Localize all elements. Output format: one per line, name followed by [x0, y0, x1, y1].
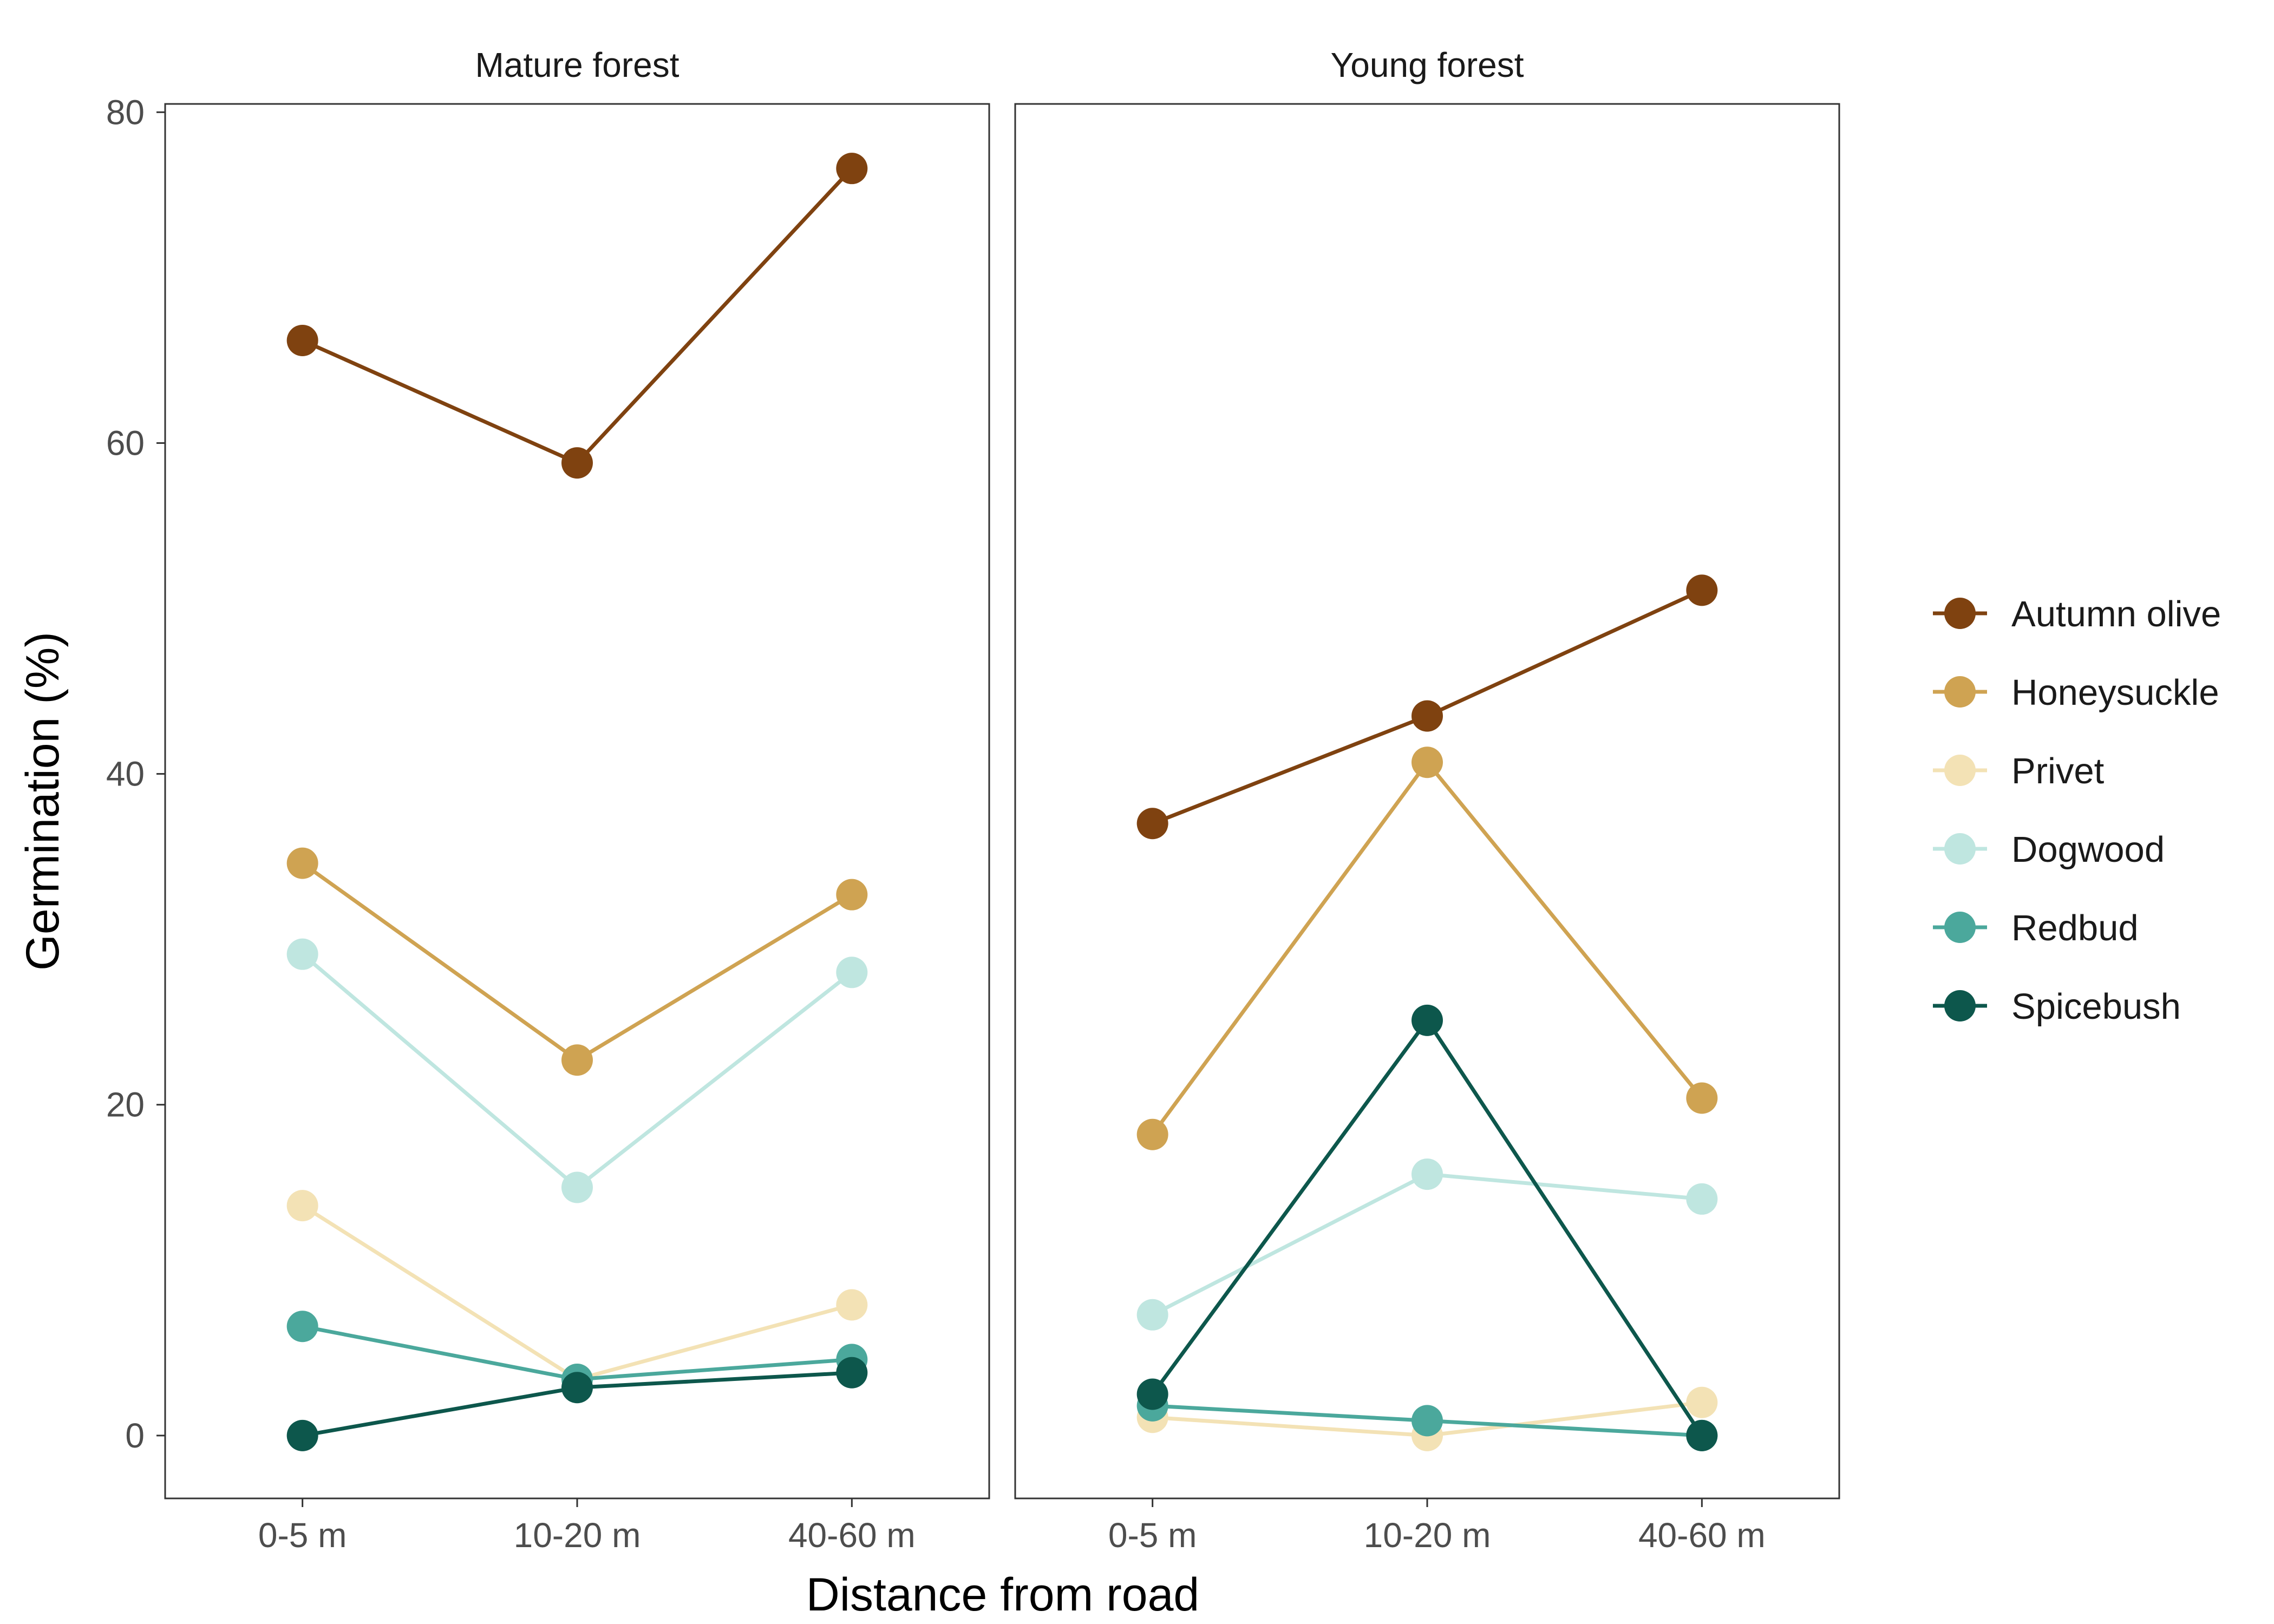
point-young-forest-dogwood-10-20-m	[1412, 1158, 1443, 1190]
point-mature-forest-autumn-olive-10-20-m	[561, 447, 593, 479]
legend-item-privet: Privet	[1933, 751, 2105, 791]
series-line-young-forest-spicebush	[1151, 1018, 1704, 1437]
x-tick-label-young-forest-40-60-m: 40-60 m	[1638, 1516, 1766, 1555]
series-line-mature-forest-privet	[301, 1204, 853, 1381]
panel-title-young-forest: Young forest	[1330, 45, 1524, 84]
point-mature-forest-redbud-0-5-m	[286, 1311, 318, 1343]
point-young-forest-spicebush-0-5-m	[1136, 1378, 1168, 1410]
panel-border-mature-forest	[164, 103, 990, 1499]
y-tick-label-60: 60	[106, 423, 145, 462]
x-tick-label-mature-forest-0-5-m: 0-5 m	[258, 1516, 347, 1555]
point-young-forest-spicebush-10-20-m	[1412, 1004, 1443, 1036]
point-young-forest-autumn-olive-40-60-m	[1686, 574, 1718, 606]
legend-label-spicebush: Spicebush	[2011, 986, 2181, 1027]
legend-item-redbud: Redbud	[1933, 908, 2139, 948]
point-mature-forest-autumn-olive-40-60-m	[836, 153, 868, 185]
panels-layer: Mature forest 0-5 m 10-20 m 40-60 m 0 20 40 60 8…	[106, 45, 1840, 1555]
x-tick-label-mature-forest-40-60-m: 40-60 m	[788, 1516, 916, 1555]
point-mature-forest-dogwood-10-20-m	[561, 1171, 593, 1203]
point-young-forest-honeysuckle-0-5-m	[1136, 1118, 1168, 1150]
series-line-mature-forest-honeysuckle	[301, 861, 853, 1062]
legend-key-point-redbud	[1944, 912, 1976, 943]
legend-key-point-privet	[1944, 755, 1976, 786]
legend-label-redbud: Redbud	[2011, 908, 2139, 948]
legend-item-honeysuckle: Honeysuckle	[1933, 672, 2219, 713]
legend-key-point-honeysuckle	[1944, 676, 1976, 708]
point-young-forest-spicebush-40-60-m	[1686, 1419, 1718, 1451]
point-young-forest-redbud-10-20-m	[1412, 1405, 1443, 1437]
y-tick-label-20: 20	[106, 1085, 145, 1124]
point-young-forest-dogwood-0-5-m	[1136, 1299, 1168, 1331]
legend-label-privet: Privet	[2011, 751, 2105, 791]
point-young-forest-honeysuckle-40-60-m	[1686, 1082, 1718, 1114]
legend-label-autumn-olive: Autumn olive	[2011, 594, 2221, 634]
point-young-forest-autumn-olive-10-20-m	[1412, 700, 1443, 732]
point-mature-forest-spicebush-0-5-m	[286, 1419, 318, 1451]
legend-key-point-dogwood	[1944, 833, 1976, 865]
y-axis-title: Germination (%)	[17, 632, 69, 971]
panel-border-young-forest	[1014, 103, 1840, 1499]
point-mature-forest-spicebush-10-20-m	[561, 1372, 593, 1404]
legend-label-honeysuckle: Honeysuckle	[2011, 672, 2219, 713]
point-young-forest-dogwood-40-60-m	[1686, 1183, 1718, 1215]
point-young-forest-autumn-olive-0-5-m	[1136, 808, 1168, 840]
point-mature-forest-honeysuckle-0-5-m	[286, 847, 318, 879]
point-mature-forest-dogwood-40-60-m	[836, 957, 868, 988]
x-tick-label-young-forest-10-20-m: 10-20 m	[1364, 1516, 1491, 1555]
point-mature-forest-autumn-olive-0-5-m	[286, 324, 318, 356]
point-young-forest-privet-40-60-m	[1686, 1386, 1718, 1418]
legend: Autumn olive Honeysuckle Privet Dogwood Redb…	[1933, 594, 2221, 1027]
x-tick-label-young-forest-0-5-m: 0-5 m	[1108, 1516, 1197, 1555]
point-young-forest-honeysuckle-10-20-m	[1412, 746, 1443, 778]
point-mature-forest-spicebush-40-60-m	[836, 1357, 868, 1389]
panel-mature-forest: Mature forest 0-5 m 10-20 m 40-60 m 0 20 40 60 8…	[106, 45, 990, 1555]
legend-key-point-spicebush	[1944, 990, 1976, 1021]
panel-title-mature-forest: Mature forest	[475, 45, 679, 84]
x-tick-label-mature-forest-10-20-m: 10-20 m	[514, 1516, 641, 1555]
y-tick-label-0: 0	[125, 1416, 145, 1455]
panel-young-forest: Young forest 0-5 m 10-20 m 40-60 m	[1014, 45, 1840, 1555]
legend-item-spicebush: Spicebush	[1933, 986, 2181, 1027]
legend-item-autumn-olive: Autumn olive	[1933, 594, 2221, 634]
point-mature-forest-honeysuckle-40-60-m	[836, 879, 868, 911]
legend-item-dogwood: Dogwood	[1933, 829, 2165, 870]
legend-key-point-autumn-olive	[1944, 598, 1976, 629]
y-tick-label-40: 40	[106, 755, 145, 794]
point-mature-forest-dogwood-0-5-m	[286, 938, 318, 970]
point-mature-forest-privet-0-5-m	[286, 1190, 318, 1222]
series-line-mature-forest-autumn-olive	[302, 167, 853, 465]
series-line-young-forest-dogwood	[1152, 1172, 1702, 1317]
y-tick-label-80: 80	[106, 93, 145, 132]
series-line-young-forest-honeysuckle	[1151, 760, 1704, 1136]
point-mature-forest-honeysuckle-10-20-m	[561, 1044, 593, 1076]
x-axis-title: Distance from road	[806, 1569, 1200, 1621]
legend-label-dogwood: Dogwood	[2011, 829, 2165, 870]
point-mature-forest-privet-40-60-m	[836, 1289, 868, 1321]
